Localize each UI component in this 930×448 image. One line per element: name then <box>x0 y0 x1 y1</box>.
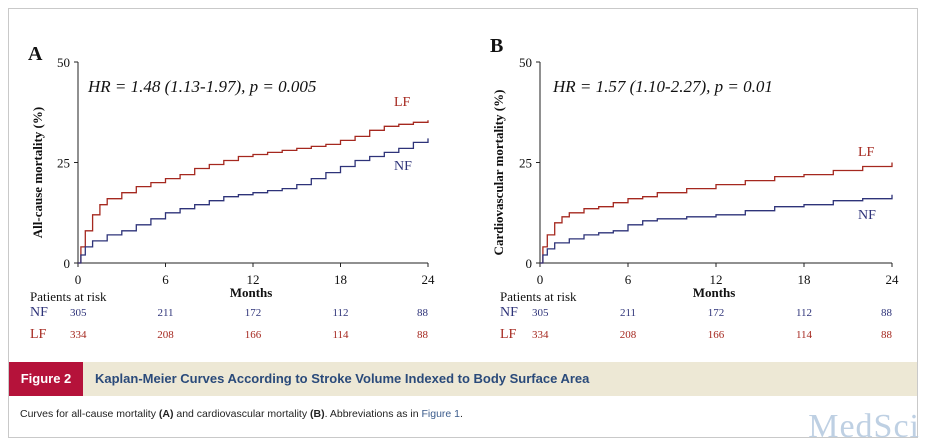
figure-title-bar: Figure 2 Kaplan-Meier Curves According t… <box>9 362 917 396</box>
charts-canvas: A B 0 25 50 0 6 12 18 24 Months All-cause mortali… <box>28 35 900 342</box>
series-line-lf <box>78 120 429 264</box>
y-tick-label: 0 <box>64 256 71 271</box>
caption-part: and cardiovascular mortality <box>173 408 311 420</box>
y-tick-label: 0 <box>526 256 533 271</box>
hazard-ratio-annotation: HR = 1.57 (1.10-2.27), p = 0.01 <box>552 77 773 96</box>
x-tick-label: 0 <box>75 272 82 287</box>
x-tick-label: 24 <box>886 272 900 287</box>
risk-count-nf: 305 <box>70 307 87 319</box>
x-axis-label: Months <box>693 285 736 300</box>
y-tick-label: 50 <box>519 55 532 70</box>
risk-table-title: Patients at risk <box>30 289 107 304</box>
x-tick-label: 6 <box>625 272 632 287</box>
risk-count-lf: 208 <box>620 329 637 341</box>
x-tick-label: 12 <box>710 272 723 287</box>
figure-reference-link[interactable]: Figure 1 <box>421 408 461 420</box>
risk-row-label-lf: LF <box>500 327 517 342</box>
risk-count-lf: 88 <box>417 329 429 341</box>
caption-part: . Abbreviations as in <box>324 408 422 420</box>
risk-count-nf: 211 <box>620 307 636 319</box>
risk-count-nf: 112 <box>332 307 348 319</box>
x-tick-label: 18 <box>334 272 347 287</box>
caption-part: . <box>460 408 463 420</box>
risk-count-nf: 112 <box>796 307 812 319</box>
series-label-lf: LF <box>394 95 411 110</box>
series-label-nf: NF <box>394 159 412 174</box>
panel-label-b: B <box>490 35 503 57</box>
risk-count-lf: 334 <box>70 329 87 341</box>
series-line-nf <box>540 194 893 264</box>
caption-panel-a: (A) <box>158 408 174 420</box>
y-axis-label: Cardiovascular mortality (%) <box>491 90 506 256</box>
caption-panel-b: (B) <box>310 408 325 420</box>
risk-count-lf: 208 <box>157 329 174 341</box>
risk-row-label-lf: LF <box>30 327 47 342</box>
risk-count-nf: 305 <box>532 307 549 319</box>
series-label-nf: NF <box>858 208 876 223</box>
figure-title: Kaplan-Meier Curves According to Stroke … <box>95 371 590 386</box>
y-tick-label: 50 <box>57 55 70 70</box>
risk-count-lf: 114 <box>332 329 349 341</box>
y-tick-label: 25 <box>519 156 532 171</box>
panel-label-a: A <box>28 43 43 65</box>
series-line-nf <box>78 138 429 264</box>
risk-row-label-nf: NF <box>30 305 48 320</box>
x-axis-label: Months <box>230 285 273 300</box>
risk-count-nf: 211 <box>157 307 173 319</box>
hazard-ratio-annotation: HR = 1.48 (1.13-1.97), p = 0.005 <box>87 77 316 96</box>
y-tick-label: 25 <box>57 156 70 171</box>
series-label-lf: LF <box>858 145 875 160</box>
risk-row-label-nf: NF <box>500 305 518 320</box>
x-tick-label: 24 <box>422 272 436 287</box>
risk-table-title: Patients at risk <box>500 289 577 304</box>
figure-tag: Figure 2 <box>9 362 83 396</box>
risk-count-lf: 114 <box>796 329 813 341</box>
figure-caption: Curves for all-cause mortality (A) and c… <box>20 408 463 420</box>
x-tick-label: 18 <box>798 272 811 287</box>
watermark-logo: MedSci <box>808 408 920 445</box>
risk-count-lf: 166 <box>708 329 725 341</box>
caption-part: Curves for all-cause mortality <box>20 408 159 420</box>
x-tick-label: 12 <box>247 272 260 287</box>
risk-count-lf: 166 <box>245 329 262 341</box>
x-tick-label: 0 <box>537 272 544 287</box>
x-tick-label: 6 <box>162 272 169 287</box>
series-line-lf <box>540 162 893 264</box>
risk-count-nf: 172 <box>245 307 262 319</box>
risk-count-lf: 334 <box>532 329 549 341</box>
risk-count-lf: 88 <box>881 329 893 341</box>
risk-count-nf: 88 <box>881 307 893 319</box>
risk-count-nf: 172 <box>708 307 725 319</box>
y-axis-label: All-cause mortality (%) <box>30 107 45 238</box>
risk-count-nf: 88 <box>417 307 429 319</box>
